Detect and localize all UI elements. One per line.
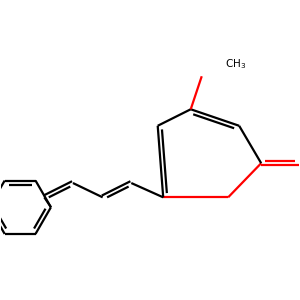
Text: CH$_3$: CH$_3$ xyxy=(225,57,246,71)
